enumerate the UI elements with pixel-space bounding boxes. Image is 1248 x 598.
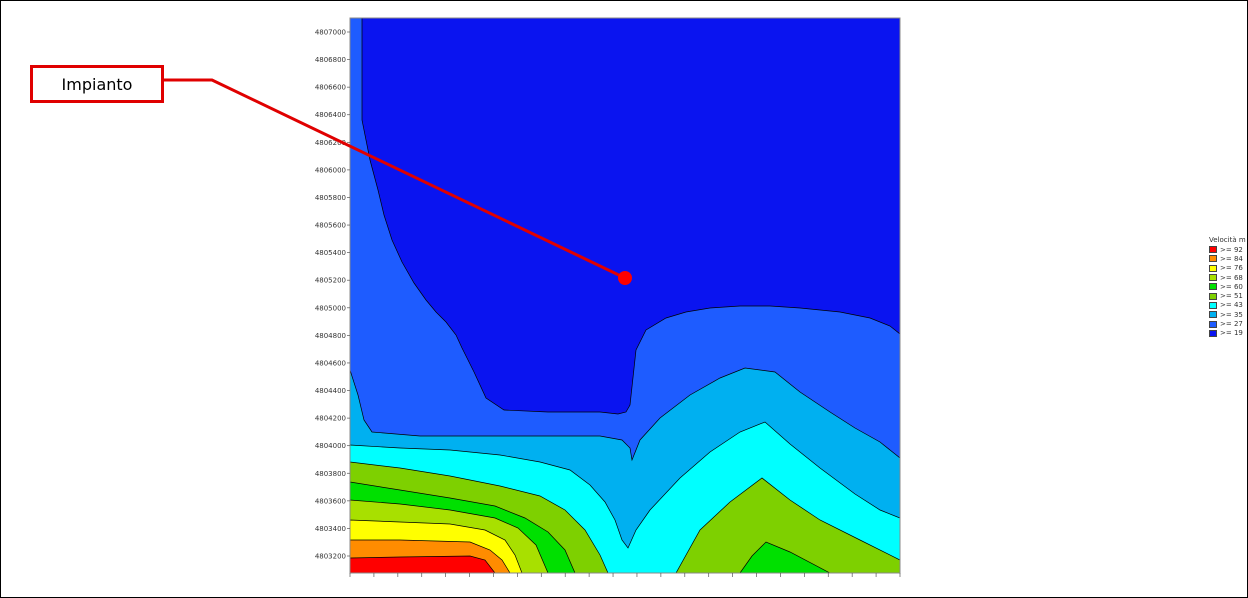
contour-map [350,18,900,573]
y-tick-label: 4805800 [315,194,346,202]
legend-label: >= 35 [1220,310,1243,319]
legend-swatch [1209,274,1217,282]
legend-label: >= 43 [1220,301,1243,310]
legend-label: >= 51 [1220,292,1243,301]
y-tick-label: 4803600 [315,497,346,505]
legend-item: >= 27 [1209,319,1247,328]
legend-swatch [1209,255,1217,263]
callout-box: Impianto [30,65,164,103]
y-tick-label: 4804800 [315,332,346,340]
legend-label: >= 19 [1220,329,1243,338]
legend-item: >= 35 [1209,310,1247,319]
legend-label: >= 92 [1220,245,1243,254]
y-tick-label: 4807000 [315,29,346,37]
y-tick-label: 4803800 [315,470,346,478]
y-tick-label: 4806000 [315,166,346,174]
legend-swatch [1209,320,1217,328]
plot-area-border [349,17,901,574]
legend-label: >= 60 [1220,282,1243,291]
legend-label: >= 84 [1220,254,1243,263]
legend-item: >= 84 [1209,254,1247,263]
y-tick-label: 4805400 [315,249,346,257]
x-axis [349,573,901,577]
legend-item: >= 76 [1209,264,1247,273]
callout-leader-line [164,78,626,280]
y-tick-label: 4805000 [315,304,346,312]
legend-swatch [1209,329,1217,337]
legend-swatch [1209,301,1217,309]
legend-swatch [1209,264,1217,272]
y-tick-label: 4805200 [315,277,346,285]
y-tick-label: 4806800 [315,56,346,64]
legend: Velocità m >= 92 >= 84 >= 76 >= 68 >= 60 >= 5… [1209,236,1247,338]
legend-item: >= 43 [1209,301,1247,310]
legend-label: >= 68 [1220,273,1243,282]
legend-title: Velocità m [1209,236,1246,244]
legend-swatch [1209,311,1217,319]
y-tick-label: 4805600 [315,222,346,230]
y-tick-label: 4803200 [315,553,346,561]
callout-label: Impianto [61,74,133,94]
y-axis: 4807000 4806800 4806600 4806400 4806200 48060… [315,29,350,561]
y-tick-label: 4804000 [315,442,346,450]
legend-swatch [1209,292,1217,300]
y-tick-label: 4803400 [315,525,346,533]
y-tick-label: 4806200 [315,139,346,147]
legend-item: >= 60 [1209,282,1247,291]
contour-level-92 [350,555,496,573]
y-tick-label: 4804200 [315,415,346,423]
legend-swatch [1209,246,1217,254]
legend-item: >= 68 [1209,273,1247,282]
legend-label: >= 76 [1220,264,1243,273]
plant-marker [618,271,632,285]
y-tick-label: 4806600 [315,84,346,92]
legend-item: >= 51 [1209,291,1247,300]
legend-label: >= 27 [1220,320,1243,329]
legend-item: >= 19 [1209,329,1247,338]
legend-item: >= 92 [1209,245,1247,254]
y-tick-label: 4804400 [315,387,346,395]
legend-items: >= 92 >= 84 >= 76 >= 68 >= 60 >= 51 >= 43 >= 35… [1209,245,1247,338]
y-tick-label: 4804600 [315,359,346,367]
legend-swatch [1209,283,1217,291]
y-tick-label: 4806400 [315,111,346,119]
